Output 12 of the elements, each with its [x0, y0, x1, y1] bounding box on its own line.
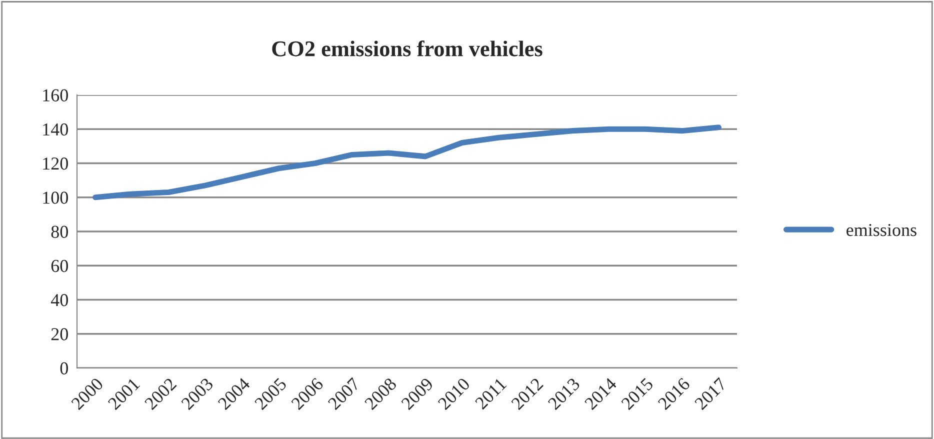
y-tick-label: 100: [43, 192, 68, 204]
y-tick-label: 80: [51, 226, 68, 238]
y-tick-label: 0: [60, 362, 68, 374]
y-tick-label: 120: [43, 158, 68, 170]
legend-label: emissions: [846, 224, 916, 236]
y-tick-label: 160: [43, 89, 68, 102]
y-tick-label: 20: [51, 328, 68, 340]
chart-title: CO2 emissions from vehicles: [272, 40, 542, 56]
y-tick-label: 60: [51, 260, 68, 272]
y-tick-label: 140: [43, 123, 68, 136]
y-tick-label: 40: [50, 294, 68, 306]
x-tick-label: 2011: [474, 377, 507, 410]
